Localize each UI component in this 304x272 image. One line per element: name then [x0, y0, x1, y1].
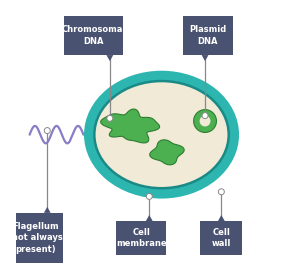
- FancyBboxPatch shape: [8, 213, 64, 263]
- FancyBboxPatch shape: [183, 16, 233, 55]
- Circle shape: [202, 113, 208, 119]
- Ellipse shape: [84, 71, 239, 199]
- Polygon shape: [146, 215, 153, 221]
- Circle shape: [200, 116, 210, 126]
- Circle shape: [44, 128, 50, 134]
- Polygon shape: [218, 215, 225, 221]
- FancyBboxPatch shape: [200, 221, 243, 255]
- Polygon shape: [202, 55, 209, 61]
- Circle shape: [194, 110, 216, 132]
- Text: Plasmid
DNA: Plasmid DNA: [189, 25, 226, 46]
- Polygon shape: [44, 207, 51, 213]
- Text: Flagellum
(not always
present): Flagellum (not always present): [8, 222, 63, 254]
- Polygon shape: [101, 109, 160, 143]
- Polygon shape: [106, 55, 113, 61]
- Circle shape: [107, 115, 113, 121]
- Text: Cell
membrane: Cell membrane: [116, 228, 166, 248]
- Ellipse shape: [94, 81, 229, 188]
- FancyBboxPatch shape: [64, 16, 123, 55]
- Text: Cell
wall: Cell wall: [212, 228, 231, 248]
- FancyBboxPatch shape: [116, 221, 166, 255]
- Polygon shape: [150, 140, 184, 165]
- Circle shape: [218, 189, 224, 195]
- Text: Chromosomal
DNA: Chromosomal DNA: [61, 25, 126, 46]
- Circle shape: [146, 193, 152, 199]
